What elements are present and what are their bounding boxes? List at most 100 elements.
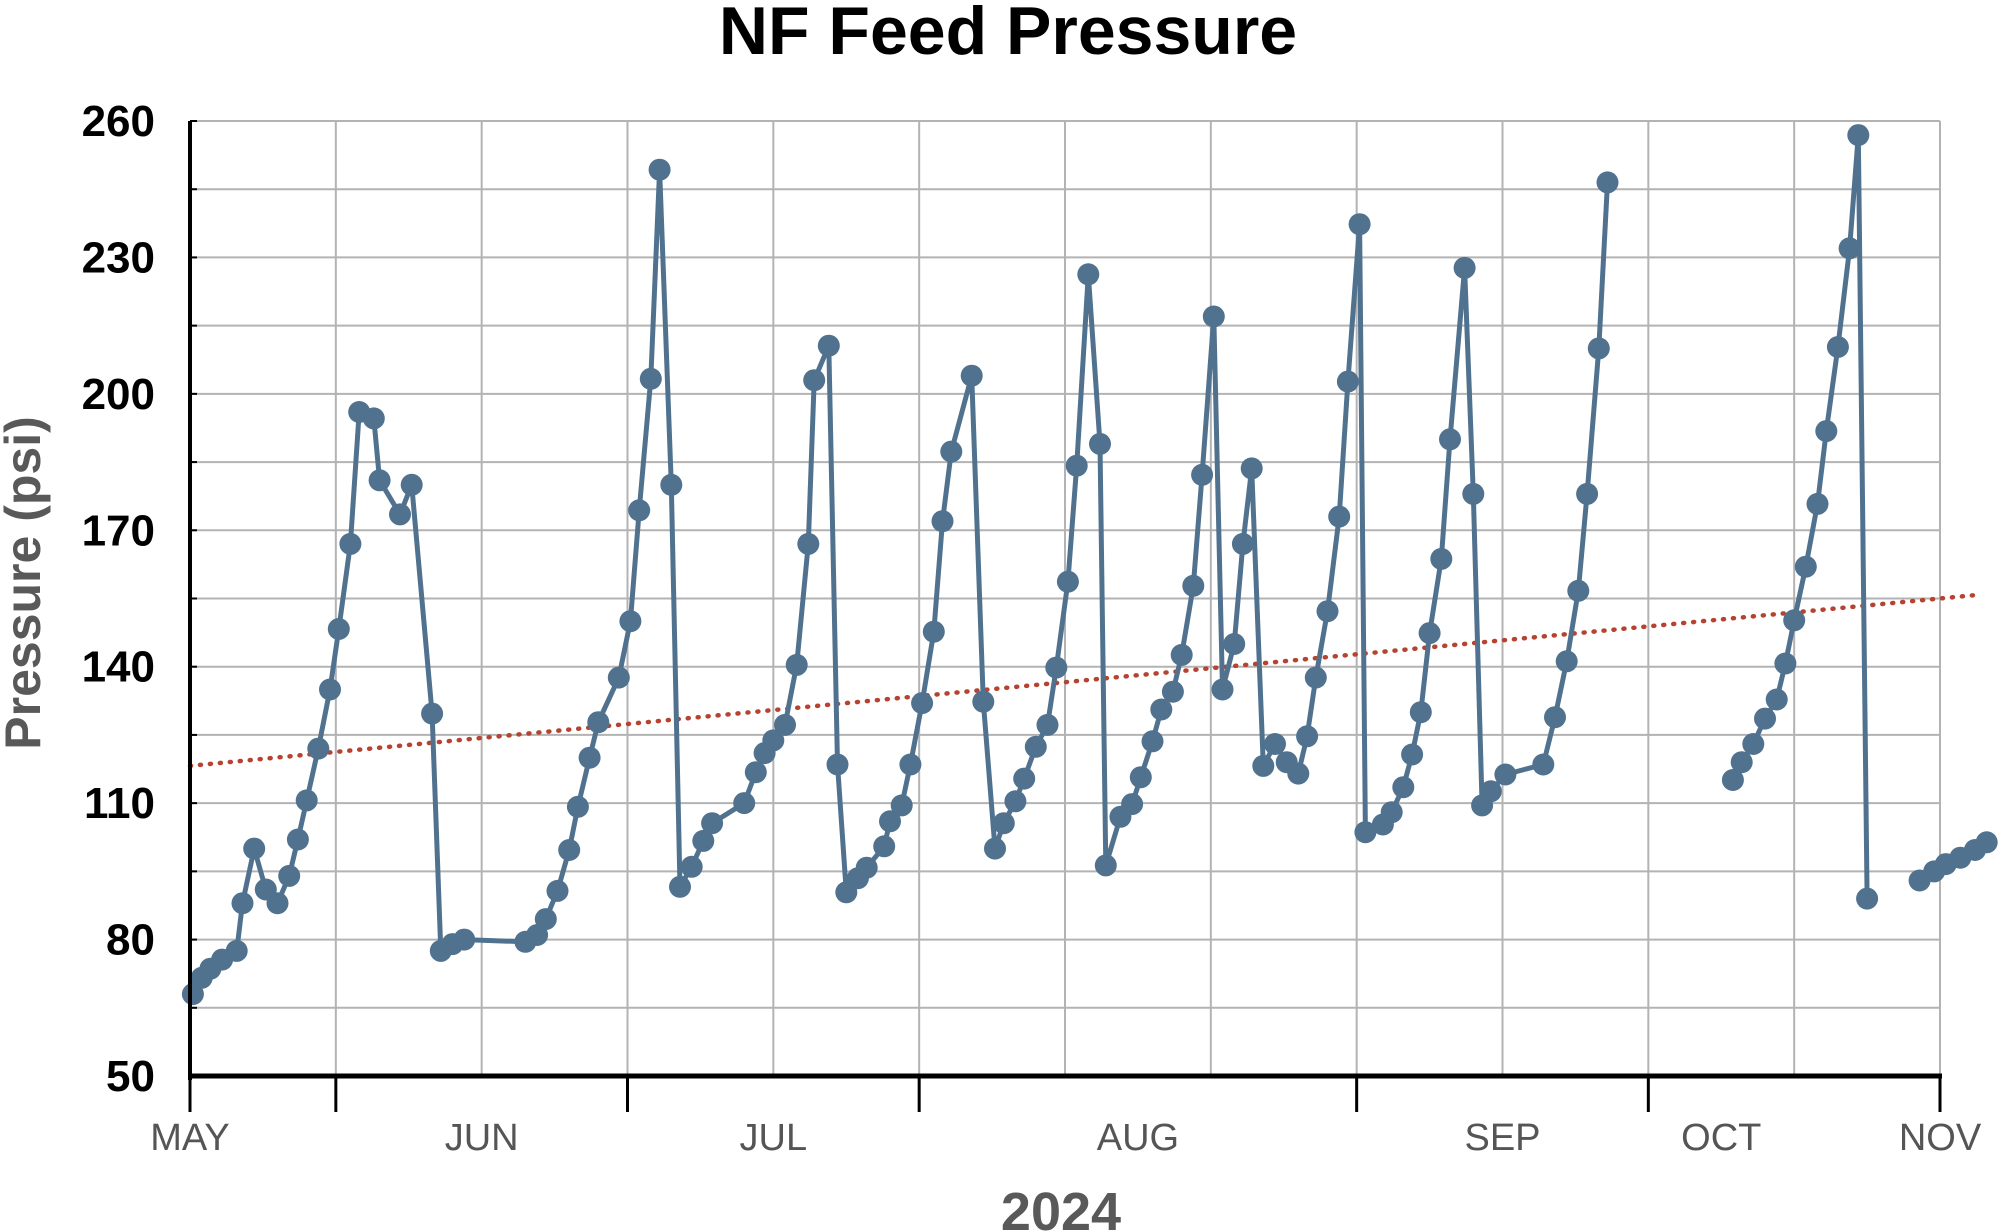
data-point xyxy=(1141,730,1164,753)
data-point xyxy=(1380,801,1403,824)
y-axis-label: Pressure (psi) xyxy=(0,416,51,749)
data-point xyxy=(389,503,411,526)
data-point xyxy=(1328,505,1351,528)
data-point xyxy=(1065,454,1088,477)
data-point xyxy=(1287,762,1310,785)
y-tick-labels: 50 80 110 140 170 200 230 260 xyxy=(82,97,155,1101)
data-point xyxy=(362,407,385,430)
data-point xyxy=(266,892,289,915)
data-point xyxy=(744,761,767,784)
data-point xyxy=(1494,763,1517,786)
data-point xyxy=(1453,256,1476,279)
data-point xyxy=(1754,707,1776,730)
data-point xyxy=(1056,570,1079,593)
data-point xyxy=(826,753,849,776)
data-point xyxy=(1730,751,1753,774)
x-tick-label-nov: NOV xyxy=(1899,1117,1982,1159)
data-point xyxy=(1392,776,1415,799)
data-point xyxy=(1544,706,1566,729)
data-point xyxy=(1975,831,1998,854)
data-point xyxy=(1418,622,1441,645)
data-point xyxy=(295,789,318,812)
data-point xyxy=(1191,463,1214,486)
data-point xyxy=(1264,733,1286,755)
data-point xyxy=(225,939,248,962)
data-point xyxy=(639,367,662,390)
x-tick-label-sep: SEP xyxy=(1464,1117,1540,1159)
x-tick-label-jun: JUN xyxy=(445,1117,519,1159)
data-point xyxy=(421,702,444,725)
data-point xyxy=(785,653,808,676)
data-point xyxy=(578,746,601,769)
series-group xyxy=(181,124,1998,1006)
data-point xyxy=(1013,767,1036,790)
data-point xyxy=(1121,793,1144,816)
y-tick-label: 50 xyxy=(106,1052,155,1101)
data-point xyxy=(1847,124,1870,147)
data-point xyxy=(774,713,796,736)
data-point xyxy=(1036,713,1059,736)
data-point xyxy=(1182,574,1205,597)
data-point xyxy=(855,856,878,879)
data-point xyxy=(1439,428,1461,451)
data-point xyxy=(1721,769,1744,791)
data-point xyxy=(628,499,651,522)
data-point xyxy=(546,879,569,902)
data-point xyxy=(899,753,922,776)
data-point xyxy=(1094,854,1117,877)
data-point xyxy=(327,618,350,640)
data-point xyxy=(319,678,341,701)
data-point xyxy=(368,469,391,492)
x-tick-labels: MAY JUN JUL AUG SEP OCT NOV xyxy=(150,1117,1982,1159)
data-point xyxy=(1170,643,1193,666)
data-point xyxy=(1045,656,1068,679)
data-point xyxy=(339,532,362,555)
data-point xyxy=(1354,821,1377,844)
data-point xyxy=(1024,735,1047,758)
data-point xyxy=(534,908,557,931)
y-tick-label: 260 xyxy=(82,97,155,146)
data-point xyxy=(1555,650,1578,673)
data-point xyxy=(1211,678,1234,701)
data-point xyxy=(558,839,581,861)
x-tick-label-aug: AUG xyxy=(1097,1117,1179,1159)
data-point xyxy=(1004,790,1027,813)
data-point xyxy=(1532,753,1555,776)
chart-title: NF Feed Pressure xyxy=(719,0,1297,69)
data-point xyxy=(972,690,995,713)
data-point xyxy=(1815,420,1838,443)
data-point xyxy=(286,828,309,851)
data-point xyxy=(797,532,820,555)
data-point xyxy=(803,369,826,392)
y-tick-label: 170 xyxy=(82,506,155,555)
data-point xyxy=(1806,492,1829,515)
data-point xyxy=(669,875,691,898)
data-point xyxy=(1401,743,1424,766)
data-point xyxy=(1742,733,1765,755)
data-point xyxy=(1576,482,1599,505)
data-point xyxy=(984,837,1006,860)
data-point xyxy=(1252,754,1275,777)
data-point xyxy=(181,983,204,1006)
data-point xyxy=(1462,482,1485,505)
x-tick-label-jul: JUL xyxy=(740,1117,808,1159)
data-point xyxy=(1223,633,1246,655)
data-point xyxy=(1231,532,1254,555)
data-point xyxy=(940,440,963,463)
data-point xyxy=(1409,701,1432,724)
data-point xyxy=(1794,555,1817,578)
data-point xyxy=(879,810,901,833)
y-tick-label: 110 xyxy=(84,779,155,828)
data-point xyxy=(660,473,683,496)
data-point xyxy=(231,892,254,915)
data-point xyxy=(1336,370,1359,393)
data-point xyxy=(762,729,785,752)
data-point xyxy=(911,692,934,715)
data-point xyxy=(1826,336,1849,358)
data-point xyxy=(1479,780,1502,803)
data-point xyxy=(817,334,840,357)
data-point xyxy=(1077,263,1100,286)
data-point xyxy=(931,510,954,533)
data-point xyxy=(566,795,589,818)
